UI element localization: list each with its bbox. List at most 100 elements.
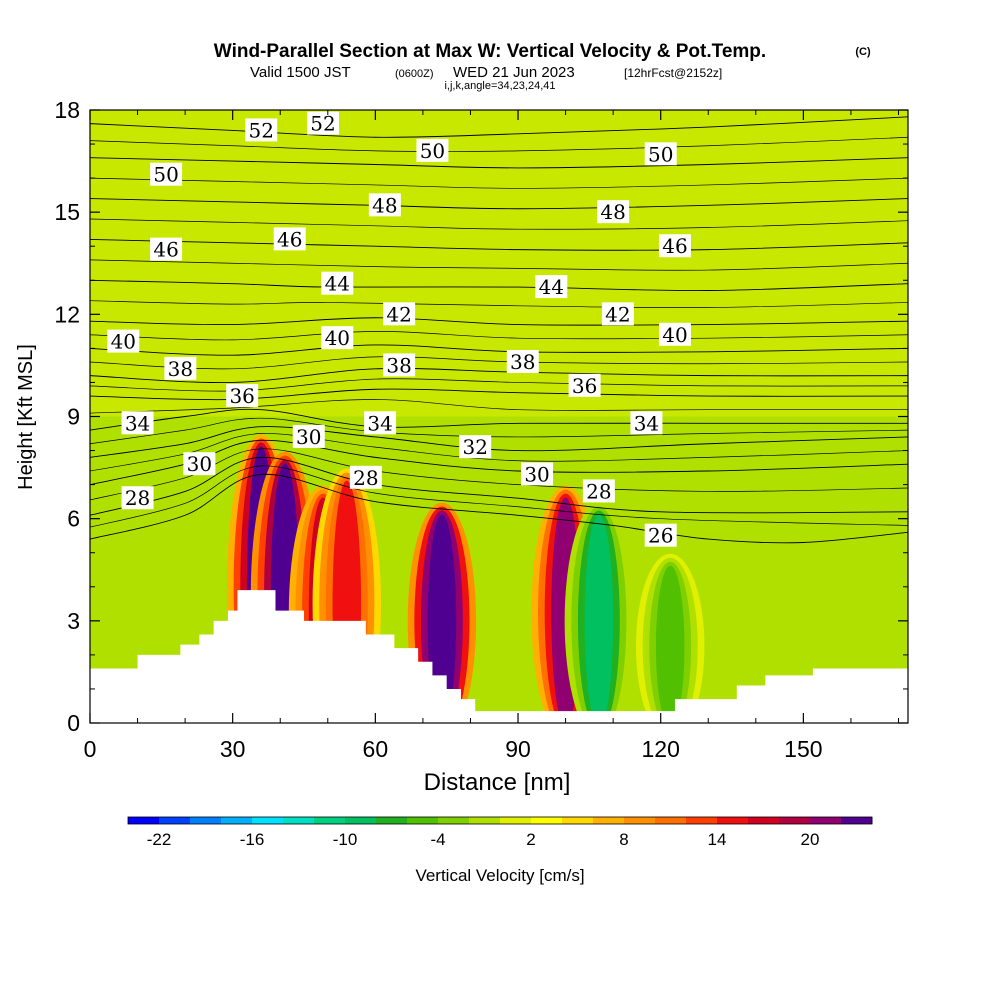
contour-label-box: [292, 424, 325, 448]
colorbar-swatch: [345, 817, 377, 824]
colorbar-swatch: [314, 817, 346, 824]
isentrope-28: [90, 456, 908, 516]
contour-label-box: [459, 435, 492, 459]
contour-label: 34: [634, 411, 659, 435]
isentrope-44: [90, 279, 908, 292]
contour-label-box: [644, 142, 677, 166]
contour-label: 46: [153, 238, 178, 262]
isentrope-intermediate: [90, 417, 908, 445]
colorbar-swatch: [562, 817, 594, 824]
field-upper-region: [90, 110, 908, 417]
contour-label: 40: [111, 330, 136, 354]
contour-label-box: [364, 411, 397, 435]
updraft-band-4: [427, 514, 457, 723]
colorbar-tick-label: -4: [430, 830, 445, 849]
subtitle-date: WED 21 Jun 2023: [453, 64, 575, 81]
contour-label: 36: [229, 384, 254, 408]
contour-label-box: [416, 138, 449, 162]
contour-label: 26: [648, 524, 673, 548]
isentrope-intermediate: [90, 399, 908, 414]
contour-label-box: [597, 200, 630, 224]
contour-label: 48: [600, 200, 625, 224]
colorbar-swatch: [376, 817, 408, 824]
colorbar: -22 -16 -10 -4 2 8 14 20: [127, 816, 873, 849]
contour-label-box: [368, 193, 401, 217]
contour-label-box: [349, 465, 382, 489]
x-tick-label: 150: [784, 736, 822, 762]
colorbar-tick-label: 2: [526, 830, 535, 849]
contour-label-box: [273, 227, 306, 251]
contour-label-box: [601, 302, 634, 326]
colorbar-swatch: [531, 817, 563, 824]
contour-label-box: [245, 118, 278, 142]
chart-title: Wind-Parallel Section at Max W: Vertical…: [214, 41, 766, 62]
contour-labels: 52 52 50 50 50 48 48 46 46 46 44 44 42 42 40 40 40 38 38 38…: [107, 111, 691, 548]
colorbar-swatch: [810, 817, 842, 824]
colorbar-swatch: [655, 817, 687, 824]
colorbar-swatch: [748, 817, 780, 824]
isentrope-intermediate: [90, 177, 908, 189]
x-tick-label: 60: [363, 736, 389, 762]
contour-label-box: [226, 384, 259, 408]
y-tick-label: 18: [54, 97, 80, 123]
contour-label: 52: [310, 112, 335, 136]
terrain-mask: [90, 590, 908, 723]
contour-label: 32: [462, 435, 487, 459]
contour-label: 38: [510, 350, 535, 374]
contour-label: 38: [168, 357, 193, 381]
colorbar-frame: [127, 816, 873, 825]
x-tick-label: 30: [220, 736, 246, 762]
contour-label-box: [506, 350, 539, 374]
contour-label: 40: [662, 323, 687, 347]
colorbar-swatch: [500, 817, 532, 824]
isentrope-42: [90, 317, 908, 326]
isentrope-52: [90, 116, 908, 138]
y-tick-label: 12: [54, 301, 80, 327]
isentrope-34: [90, 408, 908, 431]
colorbar-tick-label: 20: [801, 830, 820, 849]
colorbar-tick-label: -10: [333, 830, 358, 849]
contour-label: 36: [572, 374, 597, 398]
contour-label-box: [535, 275, 568, 299]
isentrope-50: [90, 157, 908, 169]
subtitle-indices: i,j,k,angle=34,23,24,41: [444, 80, 555, 92]
contour-label-box: [630, 411, 663, 435]
contour-label-box: [644, 523, 677, 547]
isentrope-intermediate: [90, 136, 908, 152]
updraft-band-7: [655, 565, 685, 723]
contour-label: 34: [367, 411, 392, 435]
x-tick-label: 0: [84, 736, 97, 762]
contour-label: 50: [420, 139, 445, 163]
colorbar-swatch: [190, 817, 222, 824]
colorbar-swatch: [779, 817, 811, 824]
contour-label-box: [150, 237, 183, 261]
y-tick-label: 9: [67, 404, 80, 430]
colorbar-swatch: [252, 817, 284, 824]
contour-label: 28: [125, 486, 150, 510]
colorbar-swatch: [686, 817, 718, 824]
colorbar-swatch: [407, 817, 439, 824]
colorbar-swatch: [469, 817, 501, 824]
colorbar-swatch: [841, 817, 873, 824]
contour-label: 50: [153, 163, 178, 187]
contour-label: 28: [353, 466, 378, 490]
x-tick-label: 90: [505, 736, 531, 762]
isentrope-26: [90, 473, 908, 544]
colorbar-swatch: [128, 817, 160, 824]
contour-label: 30: [187, 452, 212, 476]
contour-label: 40: [325, 326, 350, 350]
isentrope-32: [90, 426, 908, 458]
contour-label: 30: [296, 425, 321, 449]
x-axis-label: Distance [nm]: [424, 769, 571, 796]
isentrope-46: [90, 238, 908, 251]
potential-temperature-contours: [90, 116, 908, 544]
contour-label-box: [568, 373, 601, 397]
isentrope-intermediate: [90, 300, 908, 309]
colorbar-tick-label: 8: [619, 830, 628, 849]
colorbar-swatch: [221, 817, 253, 824]
y-tick-label: 3: [67, 608, 80, 634]
contour-label-box: [521, 462, 554, 486]
plot-area: 52 52 50 50 50 48 48 46 46 46 44 44 42 42 40 40 40 38 38 38…: [90, 110, 908, 723]
